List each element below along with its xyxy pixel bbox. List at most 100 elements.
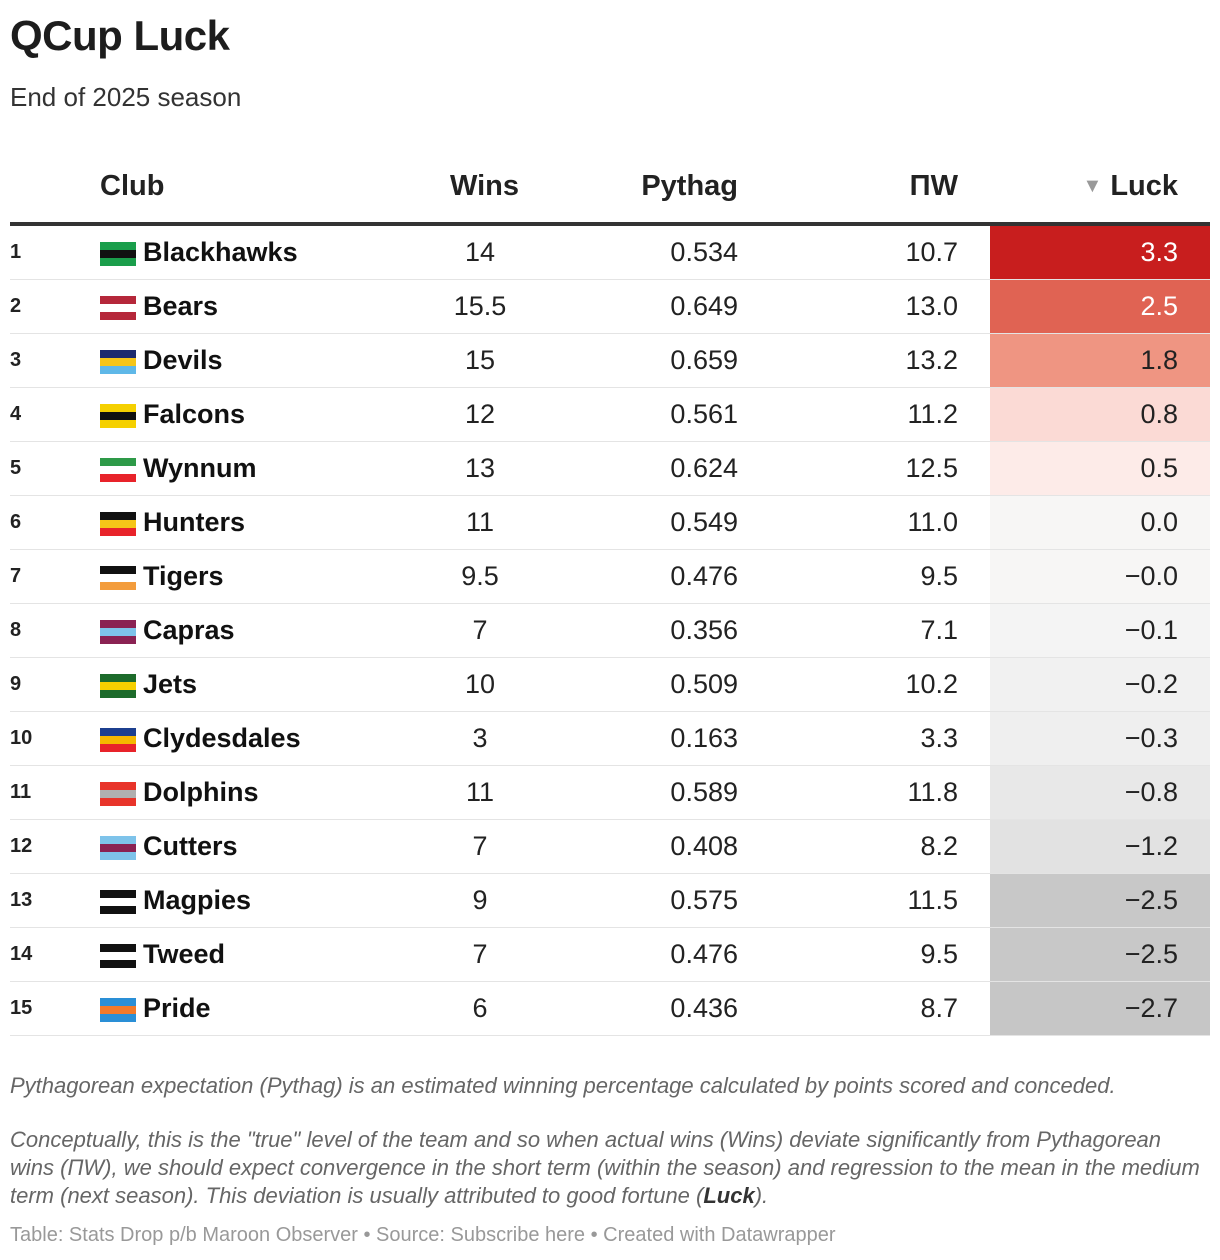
luck-cell: 0.0: [990, 496, 1210, 549]
luck-cell: 0.5: [990, 442, 1210, 495]
club-name: Pride: [143, 993, 211, 1023]
table-row: 3 Devils 15 0.659 13.2 1.8: [10, 334, 1210, 388]
club-flag-icon: [100, 296, 136, 320]
club-name: Dolphins: [143, 777, 259, 807]
note-pythag: Pythagorean expectation (Pythag) is an e…: [10, 1073, 1116, 1098]
club-name: Clydesdales: [143, 723, 301, 753]
club-flag-icon: [100, 350, 136, 374]
luck-cell: 2.5: [990, 280, 1210, 333]
luck-cell: −0.0: [990, 550, 1210, 603]
luck-cell: −0.2: [990, 658, 1210, 711]
club-name: Falcons: [143, 399, 246, 429]
luck-cell: −0.8: [990, 766, 1210, 819]
wins-cell: 15: [464, 345, 496, 375]
wins-cell: 3: [472, 723, 488, 753]
notes: Pythagorean expectation (Pythag) is an e…: [10, 1072, 1210, 1236]
table-header: Club Wins Pythag ΠW ▼ Luck: [10, 160, 1210, 226]
sort-descending-icon: ▼: [1082, 175, 1103, 197]
pythag-cell: 0.624: [670, 453, 738, 483]
header-wins[interactable]: Wins: [450, 170, 520, 202]
club-name: Capras: [143, 615, 235, 645]
club-name: Tweed: [143, 939, 226, 969]
wins-cell: 10: [464, 669, 496, 699]
club-name: Magpies: [143, 885, 252, 915]
pythag-cell: 0.575: [670, 885, 738, 915]
table-row: 14 Tweed 7 0.476 9.5 −2.5: [10, 928, 1210, 982]
pw-cell: 11.8: [907, 777, 958, 807]
pythag-cell: 0.356: [670, 615, 738, 645]
luck-cell: −0.1: [990, 604, 1210, 657]
wins-cell: 13: [464, 453, 496, 483]
pw-cell: 10.7: [905, 237, 958, 267]
rank-cell: 3: [10, 349, 22, 371]
pw-cell: 13.2: [905, 345, 958, 375]
club-flag-icon: [100, 512, 136, 536]
header-club[interactable]: Club: [100, 170, 165, 202]
chart-subtitle: End of 2025 season: [10, 82, 242, 112]
rank-cell: 11: [10, 781, 32, 803]
table-row: 5 Wynnum 13 0.624 12.5 0.5: [10, 442, 1210, 496]
table-row: 6 Hunters 11 0.549 11.0 0.0: [10, 496, 1210, 550]
club-flag-icon: [100, 620, 136, 644]
table-row: 8 Capras 7 0.356 7.1 −0.1: [10, 604, 1210, 658]
header-pythag[interactable]: Pythag: [641, 170, 738, 202]
table-row: 2 Bears 15.5 0.649 13.0 2.5: [10, 280, 1210, 334]
table-row: 11 Dolphins 11 0.589 11.8 −0.8: [10, 766, 1210, 820]
note-concept-end: ).: [754, 1183, 769, 1208]
header-pw[interactable]: ΠW: [909, 170, 958, 202]
luck-cell: −2.7: [990, 982, 1210, 1035]
wins-cell: 11: [465, 507, 495, 537]
pythag-cell: 0.476: [670, 561, 738, 591]
club-flag-icon: [100, 944, 136, 968]
wins-cell: 11: [465, 777, 495, 807]
club-flag-icon: [100, 458, 136, 482]
note-concept-text: Conceptually, this is the "true" level o…: [10, 1127, 1200, 1208]
rank-cell: 1: [10, 241, 22, 263]
table-row: 12 Cutters 7 0.408 8.2 −1.2: [10, 820, 1210, 874]
rank-cell: 12: [10, 835, 33, 857]
pythag-cell: 0.561: [670, 399, 738, 429]
wins-cell: 14: [464, 237, 496, 267]
wins-cell: 9.5: [461, 561, 499, 591]
pythag-cell: 0.509: [670, 669, 738, 699]
pythag-cell: 0.436: [670, 993, 738, 1023]
pw-cell: 3.3: [920, 723, 958, 753]
club-flag-icon: [100, 404, 136, 428]
rank-cell: 2: [10, 295, 22, 317]
pw-cell: 9.5: [920, 939, 958, 969]
wins-cell: 7: [472, 939, 488, 969]
rank-cell: 14: [10, 943, 33, 965]
pw-cell: 11.2: [907, 399, 958, 429]
club-flag-icon: [100, 836, 136, 860]
rank-cell: 5: [10, 457, 22, 479]
rank-cell: 13: [10, 889, 33, 911]
table-row: 1 Blackhawks 14 0.534 10.7 3.3: [10, 226, 1210, 280]
wins-cell: 15.5: [453, 291, 507, 321]
header-luck[interactable]: ▼ Luck: [1083, 170, 1178, 203]
rank-cell: 8: [10, 619, 22, 641]
club-flag-icon: [100, 890, 136, 914]
club-flag-icon: [100, 728, 136, 752]
luck-cell: 1.8: [990, 334, 1210, 387]
wins-cell: 9: [472, 885, 488, 915]
table-row: 7 Tigers 9.5 0.476 9.5 −0.0: [10, 550, 1210, 604]
luck-cell: 0.8: [990, 388, 1210, 441]
luck-cell: −1.2: [990, 820, 1210, 873]
pw-cell: 11.0: [907, 507, 958, 537]
rank-cell: 7: [10, 565, 22, 587]
pw-cell: 13.0: [905, 291, 958, 321]
club-flag-icon: [100, 782, 136, 806]
luck-table: Club Wins Pythag ΠW ▼ Luck 1 Blackhawks 14 0…: [10, 160, 1210, 1036]
note-concept: Conceptually, this is the "true" level o…: [10, 1126, 1210, 1210]
club-flag-icon: [100, 998, 136, 1022]
pw-cell: 11.5: [907, 885, 958, 915]
club-name: Jets: [143, 669, 198, 699]
table-row: 9 Jets 10 0.509 10.2 −0.2: [10, 658, 1210, 712]
club-name: Blackhawks: [143, 237, 298, 267]
rank-cell: 9: [10, 673, 22, 695]
rank-cell: 15: [10, 997, 33, 1019]
wins-cell: 6: [472, 993, 488, 1023]
club-name: Hunters: [143, 507, 246, 537]
luck-cell: −2.5: [990, 874, 1210, 927]
club-flag-icon: [100, 674, 136, 698]
